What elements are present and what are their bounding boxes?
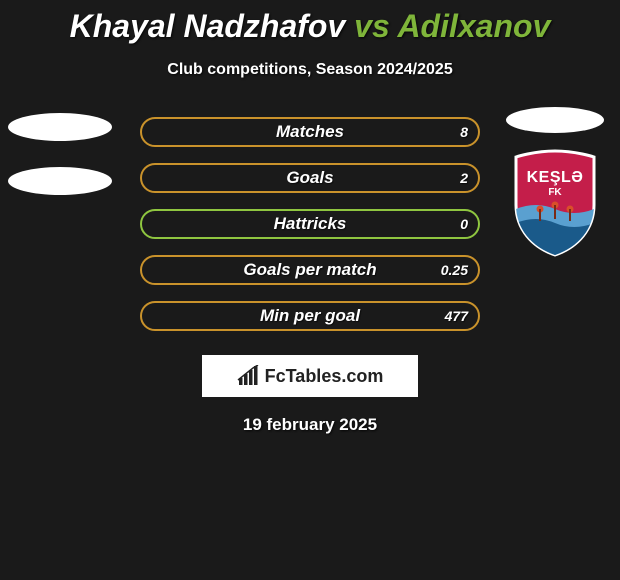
stat-right-value: 477 (445, 308, 468, 324)
stat-right-value: 8 (460, 124, 468, 140)
crest-club-sub: FK (504, 187, 606, 198)
stat-label: Goals per match (243, 260, 376, 280)
placeholder-oval (8, 113, 112, 141)
source-brand-box: FcTables.com (202, 355, 418, 397)
stat-label: Matches (276, 122, 344, 142)
crest-club-name: KEŞLƏ (504, 169, 606, 187)
chart-icon (237, 365, 259, 387)
comparison-content: KEŞLƏ FK Matches 8 Goals 2 Hattricks 0 Goals p… (0, 117, 620, 331)
right-badges-area: KEŞLƏ FK (500, 107, 610, 259)
stat-bar: Goals per match 0.25 (140, 255, 480, 285)
player2-name: Adilxanov (397, 8, 550, 44)
stat-label: Goals (286, 168, 333, 188)
stat-label: Min per goal (260, 306, 360, 326)
stat-label: Hattricks (274, 214, 347, 234)
stat-bar: Hattricks 0 (140, 209, 480, 239)
stat-bar: Min per goal 477 (140, 301, 480, 331)
left-placeholder-badges (8, 113, 112, 195)
brand-text: FcTables.com (265, 366, 384, 387)
stat-bar: Matches 8 (140, 117, 480, 147)
placeholder-oval (8, 167, 112, 195)
player1-name: Khayal Nadzhafov (70, 8, 346, 44)
stat-bar: Goals 2 (140, 163, 480, 193)
stat-bars: Matches 8 Goals 2 Hattricks 0 Goals per match 0… (140, 117, 480, 331)
stat-right-value: 0.25 (441, 262, 468, 278)
club-crest: KEŞLƏ FK (504, 147, 606, 259)
placeholder-oval (506, 107, 604, 133)
page-title: Khayal Nadzhafov vs Adilxanov (0, 0, 620, 45)
stat-right-value: 2 (460, 170, 468, 186)
vs-text: vs (354, 8, 390, 44)
stat-right-value: 0 (460, 216, 468, 232)
snapshot-date: 19 february 2025 (0, 415, 620, 435)
subtitle: Club competitions, Season 2024/2025 (0, 61, 620, 79)
